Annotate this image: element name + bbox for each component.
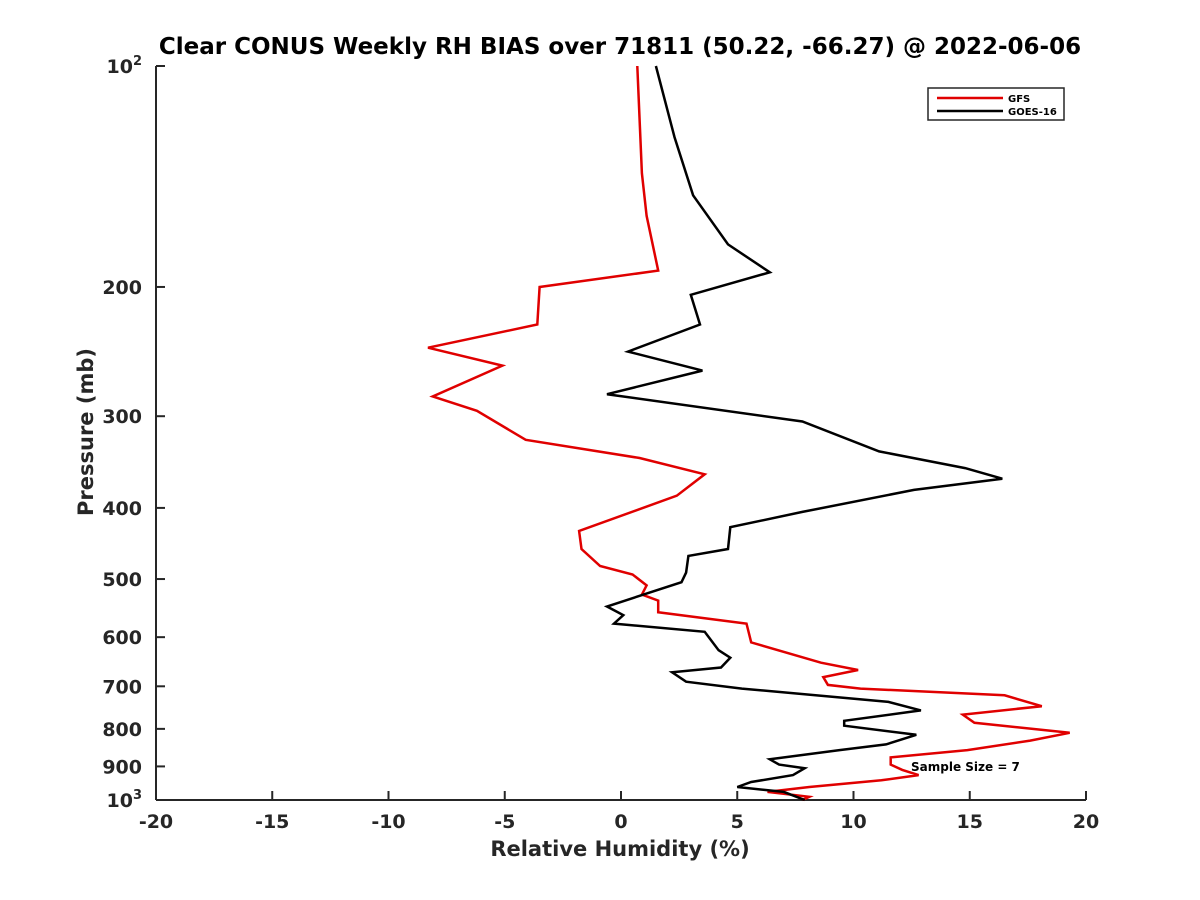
x-axis-label: Relative Humidity (%) (490, 837, 749, 861)
x-tick-label: -15 (255, 811, 289, 833)
sample-size-annotation: Sample Size = 7 (911, 760, 1020, 774)
y-tick-label: 200 (102, 277, 142, 299)
legend-label-gfs: GFS (1008, 94, 1030, 105)
y-tick-label: 700 (102, 676, 142, 698)
y-tick-label: 900 (102, 756, 142, 778)
series-line-goes-16 (603, 65, 1003, 802)
y-tick-label: 103 (107, 788, 143, 812)
y-tick-label: 300 (102, 406, 142, 428)
x-tick-label: 5 (731, 811, 744, 833)
x-tick-label: 10 (840, 811, 866, 833)
x-tick-label: 0 (614, 811, 627, 833)
y-tick-label: 800 (102, 719, 142, 741)
legend-label-goes-16: GOES-16 (1008, 107, 1057, 118)
y-tick-label: 600 (102, 627, 142, 649)
y-axis-label: Pressure (mb) (74, 348, 98, 516)
y-tick-label: 400 (102, 498, 142, 520)
x-tick-label: 15 (957, 811, 983, 833)
y-tick-label: 102 (107, 54, 143, 78)
legend: GFS GOES-16 (927, 87, 1065, 121)
x-tick-label: -20 (139, 811, 173, 833)
x-tick-label: -10 (371, 811, 405, 833)
series-line-gfs (427, 65, 1070, 802)
chart-title: Clear CONUS Weekly RH BIAS over 71811 (5… (159, 34, 1081, 60)
x-tick-label: -5 (494, 811, 515, 833)
x-tick-label: 20 (1073, 811, 1099, 833)
plot-area: -20 -15 -10 -5 0 5 10 15 20 102 200 300 400 500 600 700… (102, 54, 1099, 833)
y-tick-label: 500 (102, 569, 142, 591)
legend-box (927, 87, 1065, 121)
